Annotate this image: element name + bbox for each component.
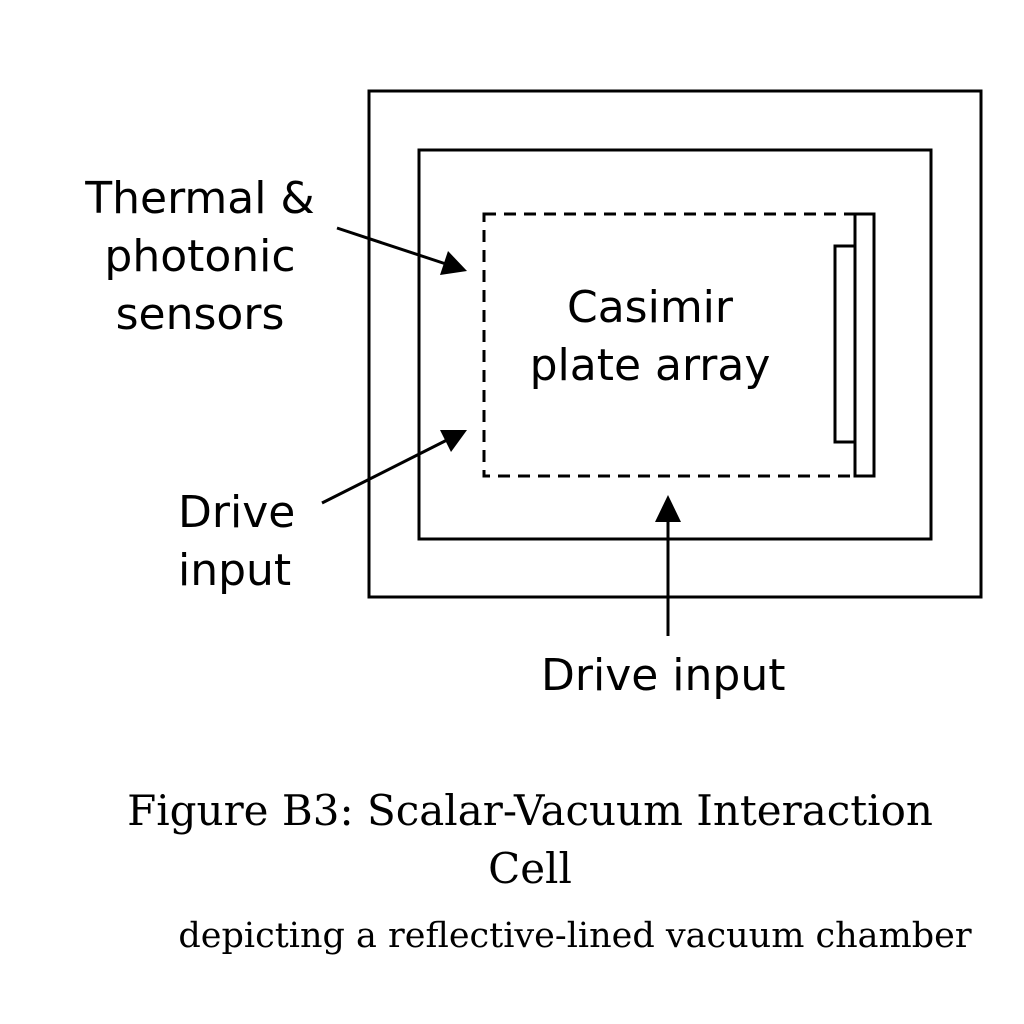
outer-chamber-wall [367,89,983,599]
drive-input-left-line2: input [178,545,292,596]
drive-left-arrow [321,430,467,505]
drive-input-bottom-label: Drive input [541,650,786,701]
sensor-arrow [336,226,467,275]
casimir-plate-inner [833,244,857,444]
reflective-lining [417,148,933,541]
drive-bottom-arrow [655,495,681,636]
sensor-label-line3: sensors [115,289,285,340]
sensor-label-line1: Thermal & [85,173,315,224]
figure-caption-title: Figure B3: Scalar-Vacuum Interaction Cel… [100,782,960,898]
casimir-plate-outer [853,212,876,478]
figure-caption-title-line2: Cell [488,844,572,893]
figure-caption-subtitle: depicting a reflective-lined vacuum cham… [178,916,972,956]
plate-array-label-line2: plate array [529,340,771,391]
drive-input-left-label: Drive input [178,484,295,600]
drive-input-left-line1: Drive [178,487,296,538]
plate-array-label-line1: Casimir [566,282,733,333]
figure-caption-title-line1: Figure B3: Scalar-Vacuum Interaction [127,786,933,835]
sensor-label-line2: photonic [104,231,296,282]
sensor-label: Thermal & photonic sensors [70,170,330,344]
plate-array-label: Casimir plate array [515,279,785,395]
